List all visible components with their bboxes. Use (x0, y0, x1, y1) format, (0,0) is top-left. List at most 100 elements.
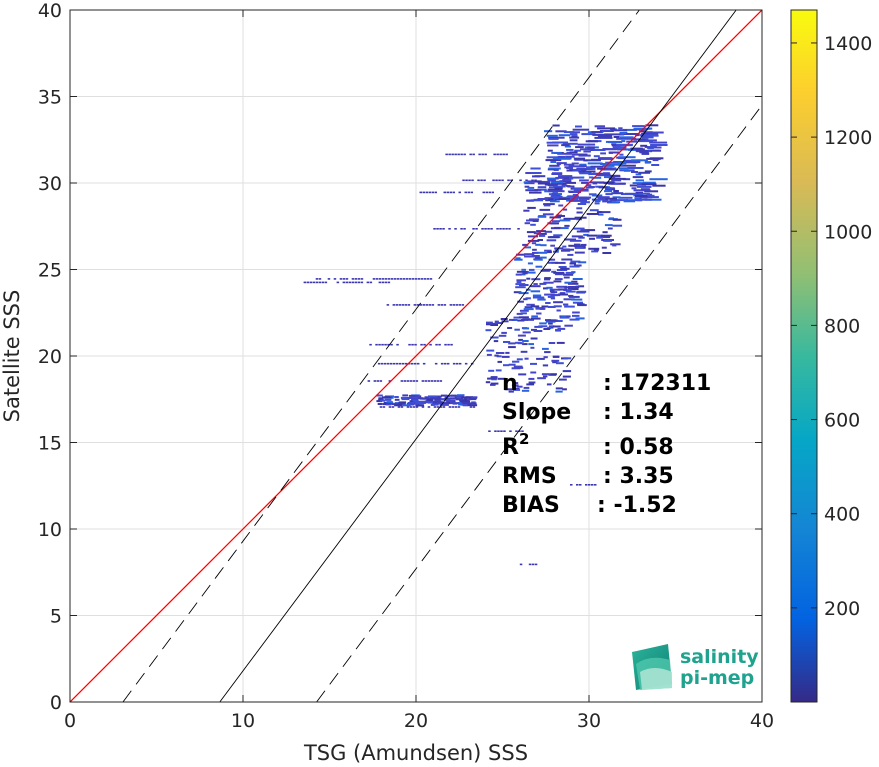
density-cell (521, 389, 530, 392)
density-streak-cell (357, 278, 361, 280)
density-cell (561, 144, 570, 147)
density-streak-cell (491, 191, 494, 194)
density-streak-cell (312, 281, 316, 284)
density-cell (579, 179, 589, 182)
density-streak-cell (321, 281, 325, 284)
density-cell (626, 199, 643, 202)
density-cell (568, 282, 579, 285)
density-cell (567, 185, 575, 188)
density-cell (524, 185, 530, 188)
density-cell (556, 309, 561, 312)
density-cell (527, 239, 540, 242)
density-cell (579, 176, 585, 179)
density-streak-cell (384, 343, 387, 346)
density-cell (539, 307, 545, 310)
density-cell (572, 278, 583, 280)
density-cell (534, 257, 541, 259)
density-cell (505, 351, 510, 354)
y-tick-label: 0 (50, 692, 62, 714)
density-cell (516, 385, 523, 388)
density-cell (520, 273, 526, 276)
density-cell (413, 400, 419, 403)
density-cell (490, 382, 499, 385)
density-cell (459, 400, 467, 403)
density-cell (617, 148, 634, 151)
density-cell (632, 125, 645, 128)
density-cell (575, 125, 582, 128)
density-cell (543, 356, 548, 359)
density-streak-cell (438, 343, 441, 346)
density-streak-cell (401, 362, 405, 365)
stat-superscript: 2 (519, 430, 529, 448)
density-cell (557, 152, 572, 155)
density-cell (555, 261, 566, 264)
density-cell (455, 398, 464, 401)
density-cell (501, 320, 509, 323)
density-cell (576, 211, 583, 214)
density-cell (641, 152, 650, 155)
density-streak-cell (484, 153, 487, 156)
density-cell (607, 201, 619, 204)
density-cell (527, 318, 534, 321)
density-cell (596, 236, 603, 239)
density-cell (380, 399, 386, 402)
density-cell (428, 395, 437, 398)
density-cell (543, 281, 554, 284)
density-cell (536, 312, 542, 315)
density-cell (618, 133, 625, 136)
density-cell (537, 186, 547, 189)
density-streak-cell (379, 406, 383, 408)
density-cell (602, 200, 612, 203)
density-cell (604, 176, 616, 179)
density-cell (611, 129, 628, 132)
salinity-pi-mep-logo: salinity pi-mep (632, 644, 759, 690)
density-cell (523, 246, 531, 249)
density-cell (547, 295, 555, 298)
density-cell (585, 140, 598, 143)
density-streak-cell (381, 281, 385, 284)
density-cell (414, 395, 420, 398)
density-cell (548, 190, 565, 193)
density-streak-cell (448, 228, 451, 230)
density-cell (515, 286, 526, 289)
density-streak-cell (336, 281, 340, 284)
density-streak-cell (415, 380, 419, 382)
density-cell (545, 320, 556, 323)
density-streak-cell (510, 179, 513, 182)
density-cell (620, 193, 638, 196)
density-cell (547, 188, 559, 191)
stat-value: : 3.35 (603, 464, 674, 489)
density-cell (518, 338, 523, 341)
density-cell (426, 398, 434, 401)
density-streak-cell (454, 153, 457, 156)
density-streak-cell (464, 362, 468, 365)
density-streak-cell (400, 406, 404, 408)
density-cell (544, 351, 551, 354)
density-cell (550, 195, 556, 198)
density-cell (465, 396, 474, 399)
density-cell (580, 148, 595, 151)
density-cell (554, 198, 568, 200)
density-cell (544, 130, 553, 133)
density-cell (508, 363, 516, 366)
density-streak-cell (585, 484, 588, 486)
stat-value: : 1.34 (603, 400, 674, 425)
density-cell (566, 148, 574, 151)
density-cell (537, 188, 547, 191)
density-cell (594, 200, 601, 203)
density-streak-cell (318, 278, 322, 280)
density-cell (495, 352, 505, 354)
y-tick-label: 10 (38, 519, 62, 541)
density-streak-cell (519, 179, 522, 182)
density-streak-cell (378, 343, 381, 346)
density-cell (638, 138, 646, 141)
density-cell (544, 197, 554, 200)
density-streak-cell (421, 406, 425, 408)
density-cell (563, 163, 575, 166)
density-streak-cell (434, 362, 438, 365)
density-cell (529, 191, 542, 194)
density-streak-cell (420, 278, 424, 280)
density-cell (537, 180, 550, 183)
density-cell (556, 269, 568, 271)
density-streak-cell (454, 228, 457, 230)
